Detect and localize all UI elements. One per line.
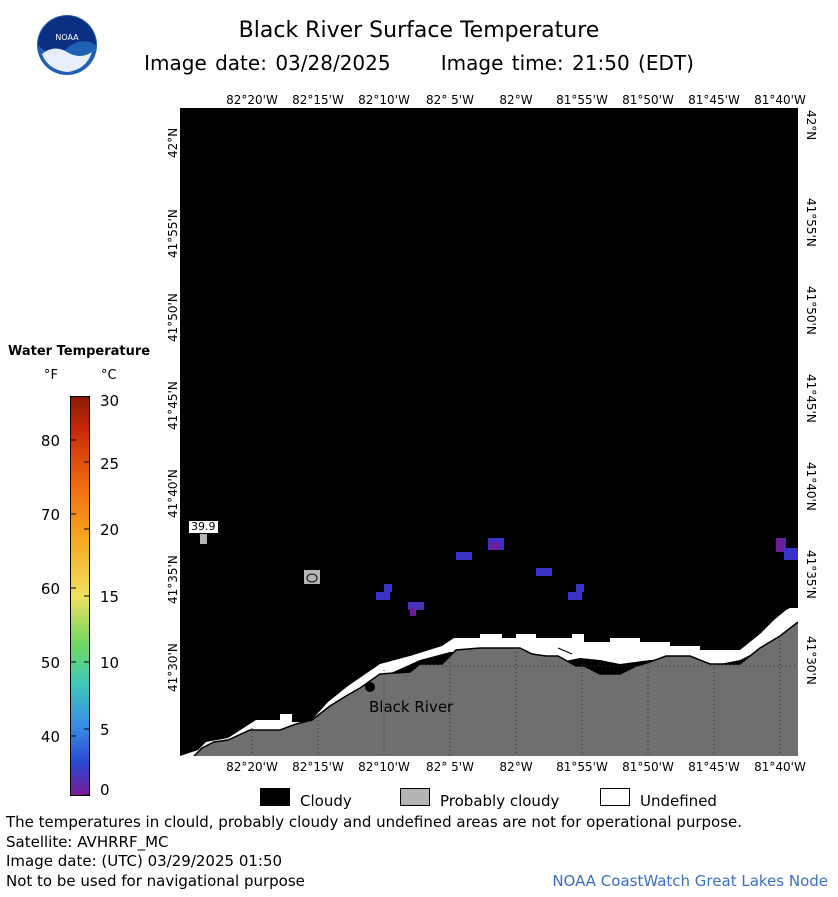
lat-label-right: 41°40'N [804,462,818,511]
lon-label-top: 82°W [499,93,533,107]
satellite-text: Satellite: AVHRRF_MC [6,833,169,851]
key-undefined-swatch [600,788,630,806]
coast-feature [557,647,573,655]
undefined-area [180,608,798,756]
tick-celsius: 30 [100,392,120,410]
tick-fahrenheit: 50 [40,654,60,672]
image-date-time: Image date: 03/28/2025 Image time: 21:50… [0,51,838,75]
lon-label-top: 82°15'W [292,93,344,107]
lat-label-right: 41°30'N [804,636,818,685]
lon-label-top: 81°40'W [754,93,806,107]
tick-celsius: 20 [100,521,120,539]
graticule [251,636,798,756]
coastline [193,621,798,756]
warm-pixel [410,608,416,616]
lat-label-right: 42°N [804,110,818,141]
lat-label-right: 41°50'N [804,286,818,335]
key-probably-cloudy-swatch [400,788,430,806]
lat-label-left: 41°35'N [166,555,180,604]
warm-pixel [576,584,584,592]
probably-cloudy-marker [306,573,318,583]
noaa-logo: NOAA [36,14,98,76]
lon-label-bottom: 82°W [499,760,533,774]
warm-pixel [376,592,390,600]
key-probably-cloudy-label: Probably cloudy [440,792,560,810]
lat-label-left: 41°50'N [166,293,180,342]
lat-label-right: 41°45'N [804,374,818,423]
black-river-marker [365,682,375,692]
warm-pixel [384,584,392,592]
lon-label-top: 81°55'W [556,93,608,107]
disclaimer-text: The temperatures in clould, probably clo… [6,813,743,831]
tick-celsius: 15 [100,588,120,606]
lat-label-left: 42°N [166,127,180,158]
unit-celsius: °C [101,368,117,383]
page-title: Black River Surface Temperature [238,18,600,43]
lon-label-top: 82° 5'W [426,93,474,107]
tick-fahrenheit: 40 [40,728,60,746]
land-area [180,622,798,756]
image-date-value: 03/28/2025 [275,51,391,75]
lat-label-left: 41°55'N [166,209,180,258]
image-time-label: Image time: [440,51,564,75]
tick-celsius: 10 [100,654,120,672]
warm-pixel [490,542,500,550]
warm-pixel [536,568,552,576]
tick-celsius: 25 [100,455,120,473]
warm-pixel [568,592,582,600]
probably-cloudy-pixel [200,534,207,544]
warm-pixel [784,548,798,560]
lon-label-bottom: 81°45'W [688,760,740,774]
legend-title: Water Temperature [8,344,151,359]
tick-fahrenheit: 70 [40,506,60,524]
lat-label-left: 41°45'N [166,381,180,430]
tick-celsius: 5 [100,721,110,739]
utc-date-text: Image date: (UTC) 03/29/2025 01:50 [6,852,283,870]
warm-pixel [456,552,472,560]
tick-celsius: 0 [100,781,110,799]
key-cloudy-label: Cloudy [300,792,352,810]
key-undefined-label: Undefined [640,792,717,810]
key-cloudy-swatch [260,788,290,806]
scale-ticks [70,396,90,796]
image-date-label: Image date: [144,51,267,75]
temperature-map [180,108,798,756]
lon-label-top: 81°45'W [688,93,740,107]
lat-label-left: 41°30'N [166,643,180,692]
lon-label-bottom: 82° 5'W [426,760,474,774]
image-time-value: 21:50 (EDT) [572,51,694,75]
tick-fahrenheit: 60 [40,580,60,598]
nav-warning-text: Not to be used for navigational purpose [6,872,305,890]
lat-label-right: 41°55'N [804,198,818,247]
lon-label-top: 82°20'W [226,93,278,107]
place-label-black-river: Black River [369,698,454,716]
lon-label-top: 81°50'W [622,93,674,107]
unit-fahrenheit: °F [44,368,58,383]
warm-pixel [776,538,786,552]
lat-label-right: 41°35'N [804,550,818,599]
lon-label-bottom: 81°50'W [622,760,674,774]
lon-label-bottom: 82°15'W [292,760,344,774]
lat-label-left: 41°40'N [166,469,180,518]
credit-text: NOAA CoastWatch Great Lakes Node [552,872,828,890]
lon-label-bottom: 82°20'W [226,760,278,774]
lon-label-top: 82°10'W [358,93,410,107]
lon-label-bottom: 81°40'W [754,760,806,774]
lon-label-bottom: 81°55'W [556,760,608,774]
warm-pixel [408,602,424,610]
tick-fahrenheit: 80 [40,432,60,450]
logo-text: NOAA [55,33,79,42]
lon-label-bottom: 82°10'W [358,760,410,774]
temperature-flag: 39.9 [188,520,219,534]
